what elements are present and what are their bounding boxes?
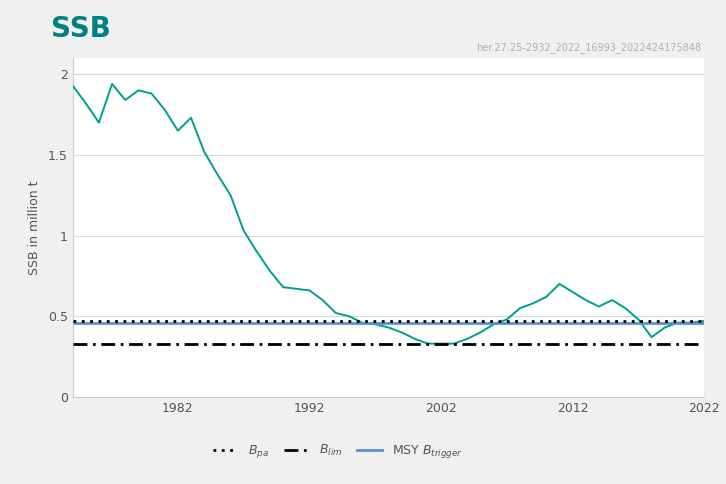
Text: her.27.25-2932_2022_16993_2022424175848: her.27.25-2932_2022_16993_2022424175848 — [476, 42, 701, 53]
Legend: $B_{pa}$, $B_{lim}$, MSY $B_{trigger}$: $B_{pa}$, $B_{lim}$, MSY $B_{trigger}$ — [208, 438, 468, 465]
Y-axis label: SSB in million t: SSB in million t — [28, 180, 41, 275]
Text: SSB: SSB — [51, 15, 110, 43]
